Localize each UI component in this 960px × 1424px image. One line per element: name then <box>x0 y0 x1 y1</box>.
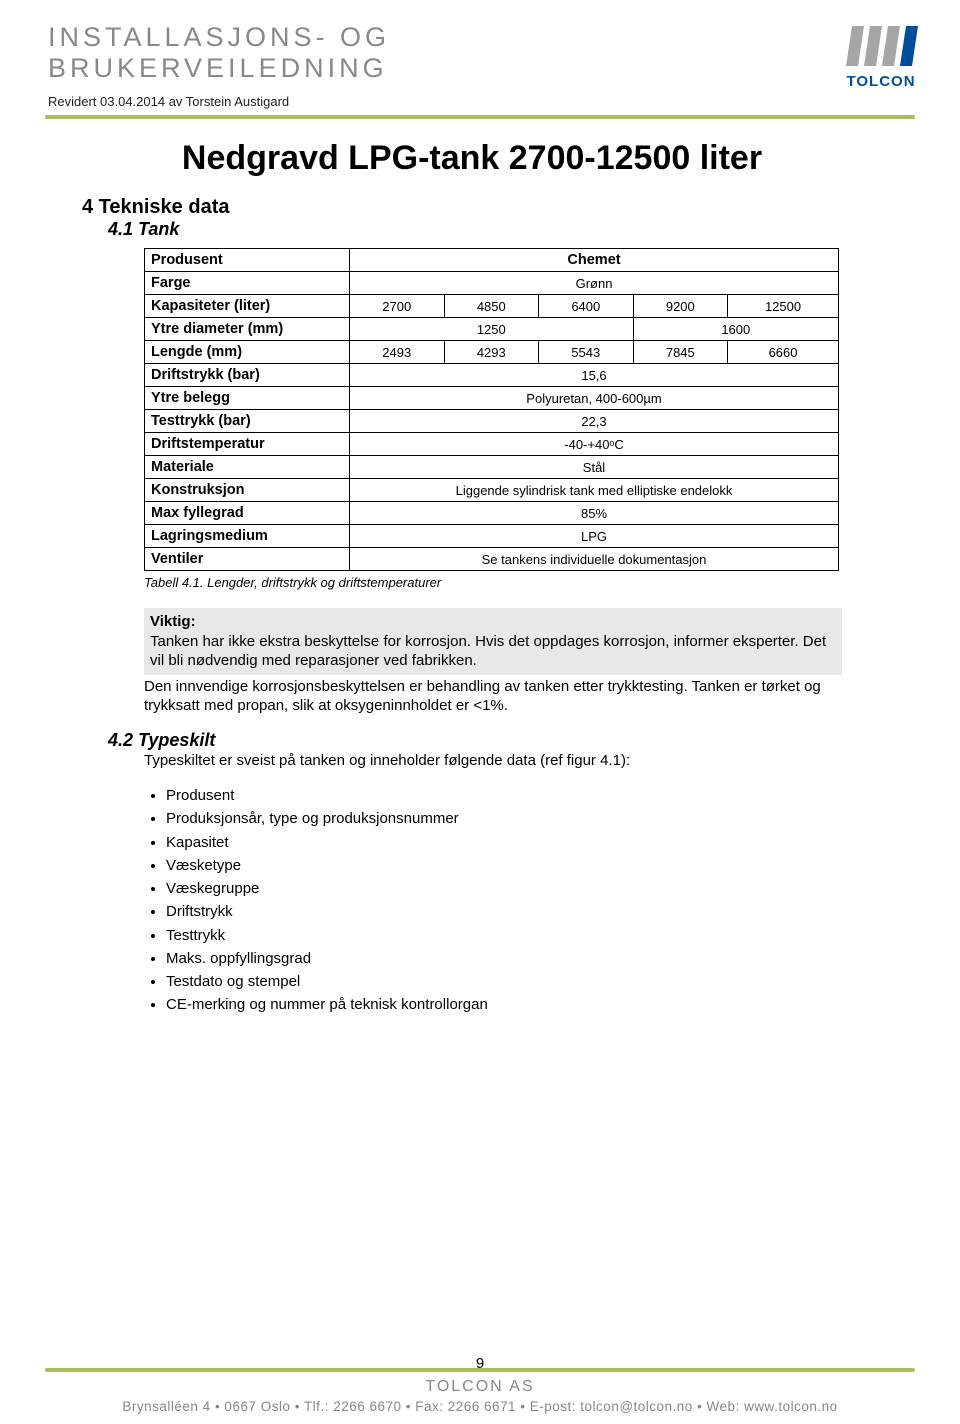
table-row: Max fyllegrad85% <box>145 502 839 525</box>
logo: TOLCON <box>842 22 920 90</box>
table-row: Ytre diameter (mm)12501600 <box>145 318 839 341</box>
row-value: 2493 <box>350 341 445 364</box>
row-label: Ytre belegg <box>145 387 350 410</box>
table-row: Ytre beleggPolyuretan, 400-600µm <box>145 387 839 410</box>
row-value: Stål <box>350 456 839 479</box>
row-value: -40-+40ᵒC <box>350 433 839 456</box>
table-row: Lengde (mm)24934293554378456660 <box>145 341 839 364</box>
row-value: Liggende sylindrisk tank med elliptiske … <box>350 479 839 502</box>
row-label: Testtrykk (bar) <box>145 410 350 433</box>
table-caption: Tabell 4.1. Lengder, driftstrykk og drif… <box>144 575 862 590</box>
header-region: INSTALLASJONS- OG BRUKERVEILEDNING TOLCO… <box>0 0 960 94</box>
header-title-block: INSTALLASJONS- OG BRUKERVEILEDNING <box>48 22 390 84</box>
revised-text: Revidert 03.04.2014 av Torstein Austigar… <box>0 94 960 109</box>
table-row: VentilerSe tankens individuelle dokument… <box>145 548 839 571</box>
list-item: CE-merking og nummer på teknisk kontroll… <box>166 993 862 1016</box>
important-box: Viktig: Tanken har ikke ekstra beskyttel… <box>144 608 842 675</box>
list-item: Produksjonsår, type og produksjonsnummer <box>166 807 862 830</box>
important-heading: Viktig: <box>150 612 836 632</box>
row-value: 1250 <box>350 318 634 341</box>
row-label: Driftstrykk (bar) <box>145 364 350 387</box>
row-value: Se tankens individuelle dokumentasjon <box>350 548 839 571</box>
section-4-2-heading: 4.2 Typeskilt <box>108 730 862 751</box>
page-footer: TOLCON AS Brynsalléen 4 • 0667 Oslo • Tl… <box>0 1368 960 1424</box>
typeskilt-list: ProdusentProduksjonsår, type og produksj… <box>166 784 862 1017</box>
row-value: Chemet <box>350 249 839 272</box>
row-label: Konstruksjon <box>145 479 350 502</box>
list-item: Produsent <box>166 784 862 807</box>
row-value: 4850 <box>444 295 539 318</box>
row-label: Materiale <box>145 456 350 479</box>
header-line2: BRUKERVEILEDNING <box>48 53 390 84</box>
table-row: Driftstemperatur-40-+40ᵒC <box>145 433 839 456</box>
row-value: LPG <box>350 525 839 548</box>
section-4-2-body: Typeskiltet er sveist på tanken og inneh… <box>144 751 862 771</box>
important-body: Tanken har ikke ekstra beskyttelse for k… <box>150 632 836 671</box>
row-value: 1600 <box>633 318 838 341</box>
row-label: Ventiler <box>145 548 350 571</box>
list-item: Testdato og stempel <box>166 970 862 993</box>
table-row: LagringsmediumLPG <box>145 525 839 548</box>
row-value: 7845 <box>633 341 728 364</box>
footer-company: TOLCON AS <box>0 1372 960 1396</box>
row-value: 5543 <box>539 341 634 364</box>
row-label: Produsent <box>145 249 350 272</box>
content-region: Nedgravd LPG-tank 2700-12500 liter 4 Tek… <box>82 119 862 1017</box>
table-row: MaterialeStål <box>145 456 839 479</box>
row-value: 6660 <box>728 341 839 364</box>
list-item: Kapasitet <box>166 831 862 854</box>
list-item: Maks. oppfyllingsgrad <box>166 947 862 970</box>
header-line1: INSTALLASJONS- OG <box>48 22 390 53</box>
footer-info: Brynsalléen 4 • 0667 Oslo • Tlf.: 2266 6… <box>0 1396 960 1424</box>
row-value: 6400 <box>539 295 634 318</box>
page-title: Nedgravd LPG-tank 2700-12500 liter <box>82 139 862 178</box>
row-value: 4293 <box>444 341 539 364</box>
row-value: 2700 <box>350 295 445 318</box>
list-item: Driftstrykk <box>166 900 862 923</box>
row-label: Driftstemperatur <box>145 433 350 456</box>
list-item: Væsketype <box>166 854 862 877</box>
row-value: 9200 <box>633 295 728 318</box>
row-value: 85% <box>350 502 839 525</box>
row-label: Kapasiteter (liter) <box>145 295 350 318</box>
tolcon-logo-icon <box>842 26 920 66</box>
list-item: Testtrykk <box>166 924 862 947</box>
row-label: Farge <box>145 272 350 295</box>
row-value: 12500 <box>728 295 839 318</box>
table-row: Testtrykk (bar)22,3 <box>145 410 839 433</box>
row-label: Lengde (mm) <box>145 341 350 364</box>
row-value: 15,6 <box>350 364 839 387</box>
row-label: Lagringsmedium <box>145 525 350 548</box>
after-important-text: Den innvendige korrosjonsbeskyttelsen er… <box>144 675 842 716</box>
list-item: Væskegruppe <box>166 877 862 900</box>
spec-table: ProdusentChemetFargeGrønnKapasiteter (li… <box>144 248 839 571</box>
table-row: Kapasiteter (liter)270048506400920012500 <box>145 295 839 318</box>
logo-text: TOLCON <box>842 73 920 90</box>
row-value: Polyuretan, 400-600µm <box>350 387 839 410</box>
row-label: Max fyllegrad <box>145 502 350 525</box>
table-row: KonstruksjonLiggende sylindrisk tank med… <box>145 479 839 502</box>
table-row: Driftstrykk (bar)15,6 <box>145 364 839 387</box>
section-4-heading: 4 Tekniske data <box>82 196 862 219</box>
section-4-1-heading: 4.1 Tank <box>108 219 862 240</box>
row-value: 22,3 <box>350 410 839 433</box>
table-row: ProdusentChemet <box>145 249 839 272</box>
table-row: FargeGrønn <box>145 272 839 295</box>
row-value: Grønn <box>350 272 839 295</box>
row-label: Ytre diameter (mm) <box>145 318 350 341</box>
